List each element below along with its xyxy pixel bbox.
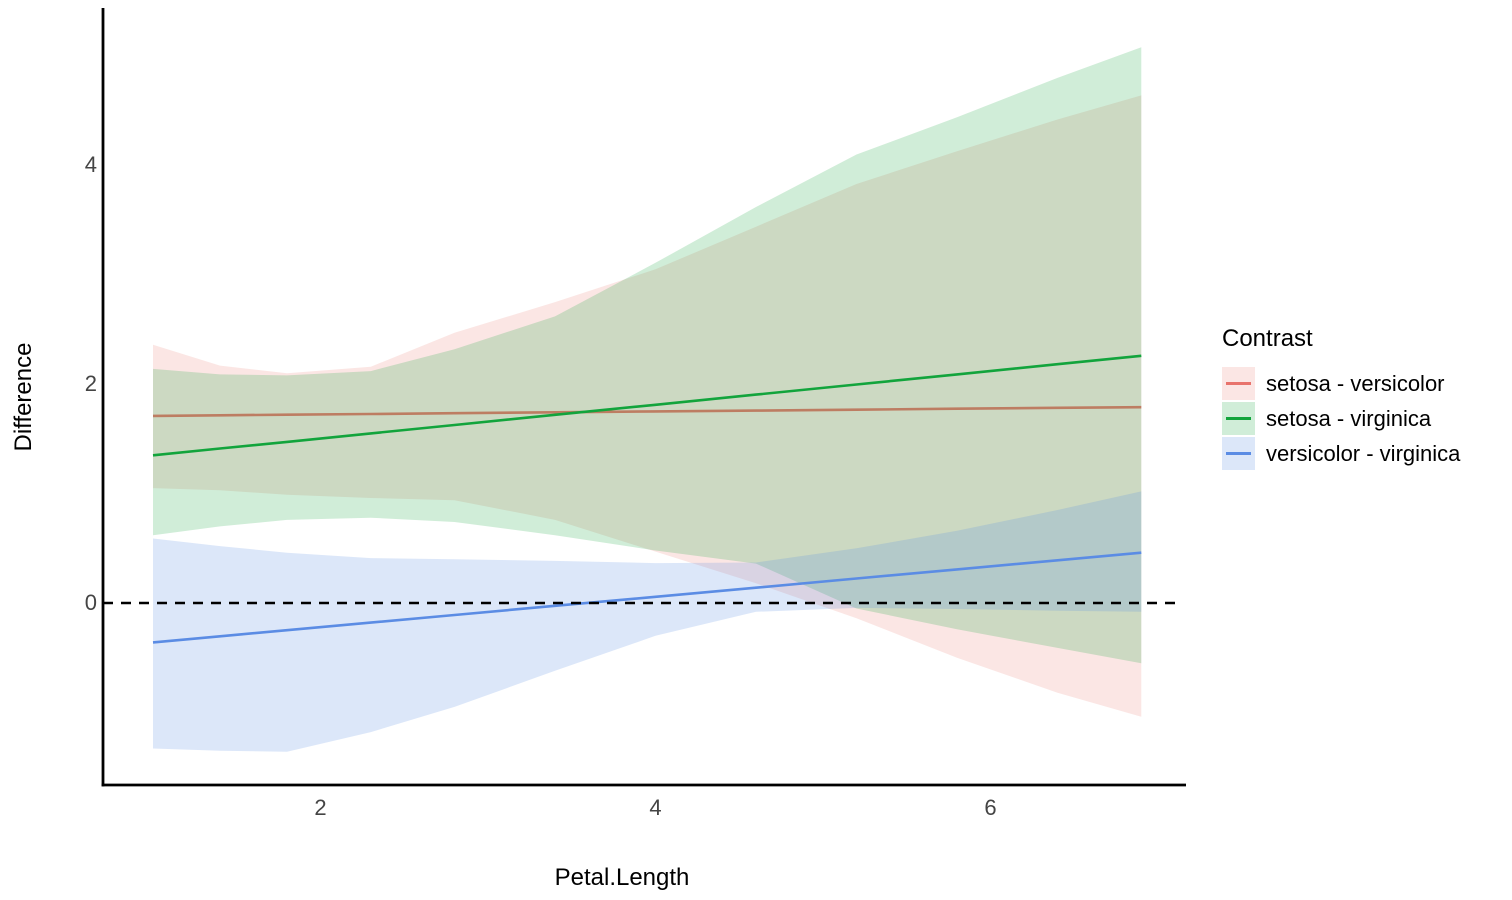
legend-label-setosa-virginica: setosa - virginica <box>1266 406 1432 431</box>
line-setosa-virginica <box>152 354 1142 457</box>
legend-label-versicolor-virginica: versicolor - virginica <box>1266 441 1461 466</box>
line-versicolor-virginica <box>152 551 1142 644</box>
x-tick-label-4: 4 <box>649 795 662 820</box>
ribbon-setosa-virginica <box>153 47 1142 664</box>
legend-line-red-icon <box>1226 382 1251 385</box>
chart-layer <box>103 47 1183 752</box>
legend-key-versicolor-virginica: versicolor - virginica <box>1222 437 1460 470</box>
line-setosa-versicolor <box>152 405 1142 418</box>
y-tick-label-0: 0 <box>84 590 97 615</box>
legend-swatch-green <box>1222 402 1255 435</box>
legend-key-setosa-versicolor: setosa - versicolor <box>1222 367 1460 400</box>
legend-title: Contrast <box>1222 325 1313 352</box>
legend-key-setosa-virginica: setosa - virginica <box>1222 402 1460 435</box>
x-axis-title: Petal.Length <box>554 864 690 891</box>
legend-swatch-blue <box>1222 437 1255 470</box>
legend-line-green-icon <box>1226 417 1251 420</box>
y-tick-label-4: 4 <box>84 152 97 178</box>
x-tick-label-2: 2 <box>314 795 327 820</box>
legend: Contrast setosa - versicolor setosa - vi… <box>1222 325 1460 472</box>
ribbon-versicolor-virginica <box>153 491 1142 752</box>
y-tick-label-2: 2 <box>84 371 97 397</box>
x-tick-label-6: 6 <box>984 795 997 820</box>
legend-swatch-red <box>1222 367 1255 400</box>
y-axis-title: Difference <box>10 342 37 452</box>
legend-label-setosa-versicolor: setosa - versicolor <box>1266 371 1445 396</box>
legend-line-blue-icon <box>1226 452 1251 455</box>
